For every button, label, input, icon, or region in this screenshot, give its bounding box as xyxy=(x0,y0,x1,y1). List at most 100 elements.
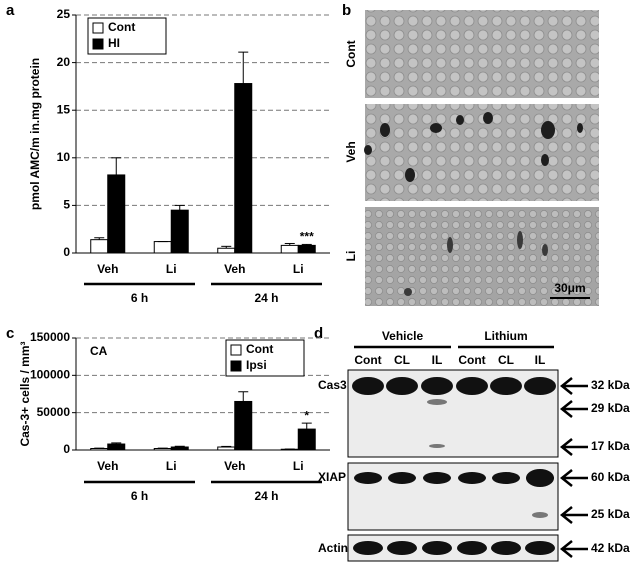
legend-label: Ipsi xyxy=(246,358,267,372)
x-tick-label: Li xyxy=(166,459,177,473)
marker-label: 17 kDa xyxy=(591,439,630,453)
row-label: Li xyxy=(344,251,358,262)
y-tick-label: 20 xyxy=(57,55,71,69)
arrow xyxy=(559,400,588,418)
inset-label: CA xyxy=(90,344,108,358)
y-tick-label: 15 xyxy=(57,102,71,116)
x-tick-label: Li xyxy=(293,262,304,276)
blot-label: XIAP xyxy=(318,470,346,484)
blot-band xyxy=(526,469,554,487)
y-tick-label: 10 xyxy=(57,150,71,164)
blot-band xyxy=(421,377,453,395)
group-label: 6 h xyxy=(131,489,148,503)
blot-band xyxy=(458,472,486,484)
y-axis-label: pmol AMC/m in.mg protein xyxy=(28,58,42,210)
blot-band xyxy=(422,541,452,555)
y-tick-label: 50000 xyxy=(37,405,71,419)
group-label: 6 h xyxy=(131,291,148,305)
micrograph xyxy=(365,10,599,98)
lane-label: IL xyxy=(535,353,546,367)
blot-label: Actin xyxy=(318,541,348,555)
blot-band xyxy=(429,444,445,448)
row-label: Cont xyxy=(344,40,358,67)
bar xyxy=(170,446,189,451)
blot-band xyxy=(427,399,447,405)
arrow xyxy=(559,377,588,395)
bar xyxy=(234,400,253,451)
x-tick-label: Li xyxy=(166,262,177,276)
condition-label: Vehicle xyxy=(382,329,424,343)
blot-band xyxy=(490,377,522,395)
bar xyxy=(153,448,172,451)
arrow xyxy=(559,540,588,558)
bar xyxy=(90,448,109,451)
lane-label: CL xyxy=(394,353,410,367)
lane-label: CL xyxy=(498,353,514,367)
blot-band xyxy=(388,472,416,484)
bar xyxy=(107,443,126,451)
legend-label: HI xyxy=(108,36,120,50)
legend-swatch xyxy=(92,22,104,34)
bar xyxy=(297,244,316,254)
arrow xyxy=(559,469,588,487)
group-label: 24 h xyxy=(254,489,278,503)
micrograph xyxy=(365,207,599,306)
legend-swatch xyxy=(230,360,242,372)
blot-band xyxy=(423,472,451,484)
bar xyxy=(217,446,236,451)
blot-band xyxy=(491,541,521,555)
x-tick-label: Li xyxy=(293,459,304,473)
blot-band xyxy=(387,541,417,555)
y-tick-label: 100000 xyxy=(30,368,70,382)
x-tick-label: Veh xyxy=(224,459,245,473)
y-axis-label: Cas-3+ cells / mm³ xyxy=(18,341,32,446)
significance: * xyxy=(304,408,309,422)
x-tick-label: Veh xyxy=(224,262,245,276)
blot-band xyxy=(354,472,382,484)
stained-cells xyxy=(364,112,583,182)
panel-label: d xyxy=(314,325,323,342)
lane-label: IL xyxy=(432,353,443,367)
bar xyxy=(280,244,299,254)
bar xyxy=(234,83,253,254)
blot-band xyxy=(353,541,383,555)
y-tick-label: 5 xyxy=(63,198,70,212)
legend-label: Cont xyxy=(108,20,135,34)
bar xyxy=(297,428,316,451)
x-tick-label: Veh xyxy=(97,459,118,473)
blot-band xyxy=(352,377,384,395)
legend-swatch xyxy=(230,344,242,356)
legend-label: Cont xyxy=(246,342,273,356)
blot-band xyxy=(525,541,555,555)
arrow xyxy=(559,506,588,524)
bar xyxy=(90,239,109,254)
blot-membrane xyxy=(347,462,559,531)
micrograph xyxy=(365,104,599,201)
significance: *** xyxy=(300,230,314,244)
y-tick-label: 0 xyxy=(63,245,70,259)
blot-band xyxy=(386,377,418,395)
panel-label: a xyxy=(6,2,15,19)
marker-label: 42 kDa xyxy=(591,541,630,555)
row-label: Veh xyxy=(344,141,358,162)
bar xyxy=(170,209,189,254)
panel-label: c xyxy=(6,325,14,342)
legend-swatch xyxy=(92,38,104,50)
group-label: 24 h xyxy=(254,291,278,305)
arrow xyxy=(559,438,588,456)
y-tick-label: 0 xyxy=(63,442,70,456)
x-tick-label: Veh xyxy=(97,262,118,276)
blot-band xyxy=(532,512,548,518)
marker-label: 60 kDa xyxy=(591,470,630,484)
marker-label: 32 kDa xyxy=(591,378,630,392)
condition-label: Lithium xyxy=(484,329,527,343)
blot-band xyxy=(492,472,520,484)
bar xyxy=(217,247,236,254)
bar xyxy=(107,174,126,254)
y-tick-label: 150000 xyxy=(30,330,70,344)
panel-label: b xyxy=(342,2,351,19)
blot-label: Cas3 xyxy=(318,378,347,392)
y-tick-label: 25 xyxy=(57,7,71,21)
